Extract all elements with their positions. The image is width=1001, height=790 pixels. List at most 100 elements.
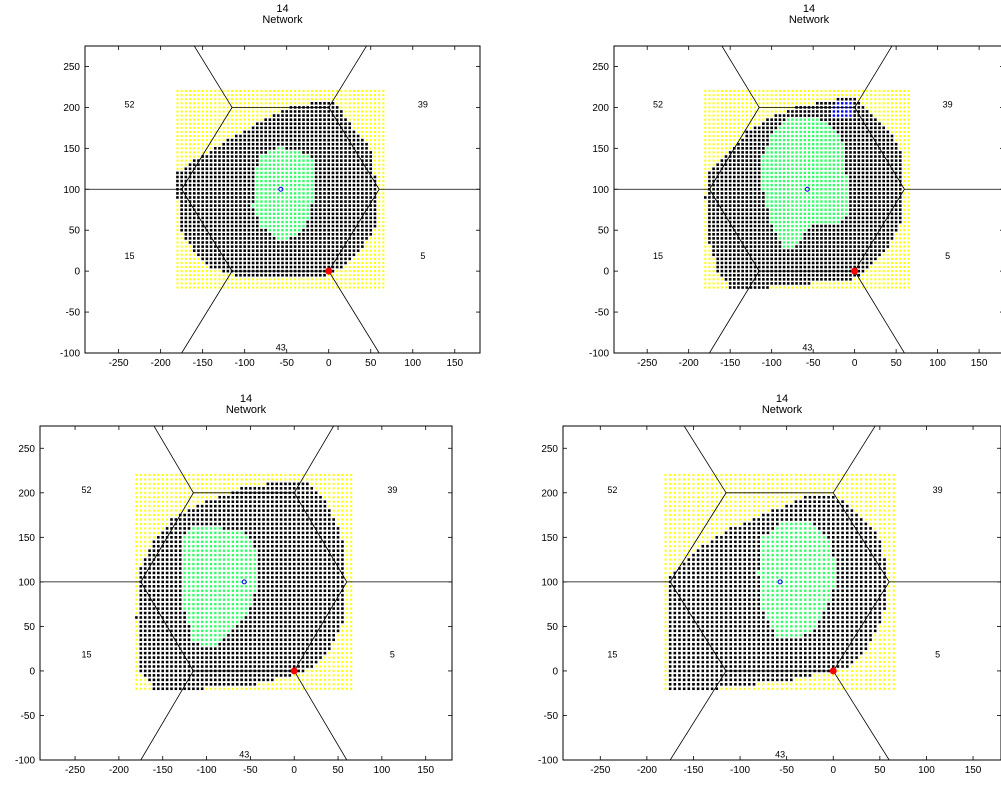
coverage-point (725, 106, 727, 108)
served-point (302, 249, 305, 252)
served-point (323, 122, 326, 125)
x-tick-label: -250 (109, 358, 129, 369)
served-point (248, 168, 251, 171)
served-point (285, 110, 288, 113)
x-tick-label: 150 (446, 358, 463, 369)
green-point (311, 172, 313, 174)
served-point (750, 200, 753, 203)
green-point (841, 176, 843, 178)
served-point (235, 184, 238, 187)
coverage-point (866, 287, 868, 289)
served-point (252, 180, 255, 183)
served-point (733, 208, 736, 211)
coverage-point (808, 287, 810, 289)
served-point (725, 245, 728, 248)
coverage-point (708, 102, 710, 104)
served-point (882, 168, 885, 171)
served-point (315, 172, 318, 175)
served-point (737, 253, 740, 256)
coverage-point (787, 98, 789, 100)
served-point (787, 274, 790, 277)
served-point (332, 139, 335, 142)
coverage-point (378, 262, 380, 264)
served-point (882, 192, 885, 195)
served-point (353, 180, 356, 183)
served-point (302, 135, 305, 138)
green-point (783, 221, 785, 223)
green-point (787, 151, 789, 153)
served-point (319, 208, 322, 211)
served-point (256, 253, 259, 256)
served-point (214, 184, 217, 187)
served-point (243, 172, 246, 175)
served-point (745, 213, 748, 216)
coverage-point (887, 287, 889, 289)
served-point (766, 135, 769, 138)
served-point (737, 278, 740, 281)
coverage-point (717, 278, 719, 280)
served-point (729, 245, 732, 248)
coverage-point (235, 94, 237, 96)
green-point (833, 164, 835, 166)
coverage-point (370, 237, 372, 239)
coverage-point (231, 119, 233, 121)
served-point (758, 176, 761, 179)
served-point (828, 237, 831, 240)
coverage-point (895, 131, 897, 133)
coverage-point (833, 282, 835, 284)
served-point (837, 245, 840, 248)
served-point (357, 200, 360, 203)
served-point (857, 213, 860, 216)
green-point (783, 188, 785, 190)
green-point (264, 217, 266, 219)
served-point (243, 217, 246, 220)
coverage-point (729, 90, 731, 92)
coverage-point (193, 270, 195, 272)
served-point (348, 168, 351, 171)
coverage-point (340, 278, 342, 280)
served-point (248, 159, 251, 162)
served-point (222, 204, 225, 207)
served-point (176, 176, 179, 179)
coverage-point (197, 98, 199, 100)
served-point (218, 266, 221, 269)
coverage-point (206, 139, 208, 141)
coverage-point (202, 266, 204, 268)
green-point (260, 172, 262, 174)
served-point (783, 266, 786, 269)
served-point (218, 208, 221, 211)
served-point (745, 258, 748, 261)
served-point (193, 204, 196, 207)
served-point (248, 237, 251, 240)
coverage-point (895, 258, 897, 260)
served-point (820, 114, 823, 117)
green-point (833, 168, 835, 170)
served-point (733, 192, 736, 195)
coverage-point (349, 278, 351, 280)
served-point (281, 118, 284, 121)
green-point (770, 164, 772, 166)
green-point (298, 188, 300, 190)
green-point (302, 209, 304, 211)
green-point (775, 172, 777, 174)
coverage-point (887, 258, 889, 260)
served-point (725, 229, 728, 232)
green-point (762, 180, 764, 182)
served-point (804, 237, 807, 240)
green-point (783, 123, 785, 125)
green-point (795, 200, 797, 202)
coverage-point (303, 90, 305, 92)
coverage-point (704, 262, 706, 264)
served-point (878, 233, 881, 236)
served-point (298, 147, 301, 150)
coverage-point (197, 90, 199, 92)
coverage-point (750, 102, 752, 104)
coverage-point (374, 270, 376, 272)
coverage-point (277, 102, 279, 104)
coverage-point (708, 94, 710, 96)
served-point (733, 237, 736, 240)
served-point (853, 262, 856, 265)
green-point (281, 237, 283, 239)
served-point (361, 241, 364, 244)
served-point (323, 118, 326, 121)
